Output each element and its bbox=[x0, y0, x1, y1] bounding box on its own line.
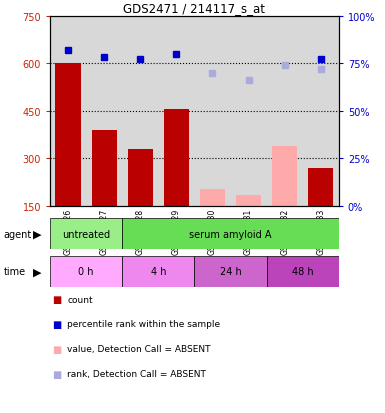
Text: 0 h: 0 h bbox=[79, 266, 94, 277]
Text: ▶: ▶ bbox=[33, 229, 41, 240]
Text: serum amyloid A: serum amyloid A bbox=[189, 229, 272, 240]
Title: GDS2471 / 214117_s_at: GDS2471 / 214117_s_at bbox=[124, 2, 265, 15]
Bar bbox=[92, 131, 117, 206]
Text: untreated: untreated bbox=[62, 229, 110, 240]
Bar bbox=[122, 219, 339, 250]
Bar bbox=[164, 110, 189, 206]
Bar bbox=[272, 146, 297, 206]
Text: 4 h: 4 h bbox=[151, 266, 166, 277]
Bar bbox=[236, 195, 261, 206]
Text: agent: agent bbox=[4, 229, 32, 240]
Bar bbox=[194, 256, 266, 287]
Text: 24 h: 24 h bbox=[220, 266, 241, 277]
Text: ■: ■ bbox=[52, 369, 61, 379]
Bar bbox=[266, 256, 339, 287]
Text: percentile rank within the sample: percentile rank within the sample bbox=[67, 320, 221, 329]
Text: 48 h: 48 h bbox=[292, 266, 313, 277]
Text: ■: ■ bbox=[52, 344, 61, 354]
Text: ■: ■ bbox=[52, 294, 61, 304]
Text: time: time bbox=[4, 266, 26, 277]
Text: count: count bbox=[67, 295, 93, 304]
Bar bbox=[200, 189, 225, 206]
Bar bbox=[55, 64, 81, 206]
Bar bbox=[50, 256, 122, 287]
Bar bbox=[308, 169, 333, 206]
Text: ▶: ▶ bbox=[33, 266, 41, 277]
Bar bbox=[128, 150, 153, 206]
Bar bbox=[122, 256, 194, 287]
Bar bbox=[50, 219, 122, 250]
Text: ■: ■ bbox=[52, 319, 61, 329]
Text: value, Detection Call = ABSENT: value, Detection Call = ABSENT bbox=[67, 344, 211, 354]
Text: rank, Detection Call = ABSENT: rank, Detection Call = ABSENT bbox=[67, 369, 206, 378]
